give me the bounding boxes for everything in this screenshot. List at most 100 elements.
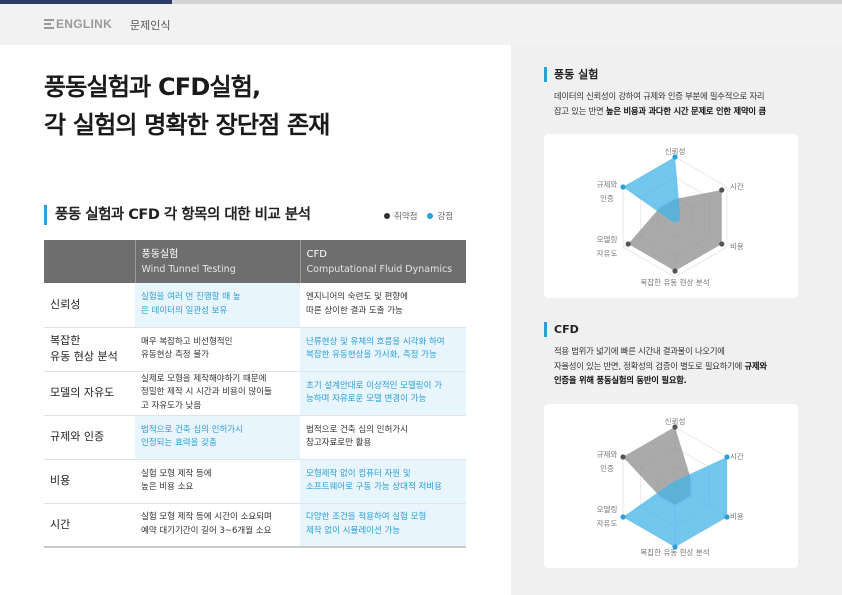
- wind-info-plain: 잡고 있는 반면: [554, 105, 606, 116]
- cfd-info-text: 적용 범위가 넓기에 빠른 시간내 결과물이 나오기에 자율성이 있는 반면, …: [554, 344, 806, 388]
- radar-label-regulation: 인증: [600, 463, 614, 473]
- cell-line: 법적으로 건축 심의 인허가시: [141, 424, 243, 435]
- strong-dot-icon: [427, 213, 434, 219]
- cfd-info-line-1: 적용 범위가 넓기에 빠른 시간내 결과물이 나오기에: [554, 346, 725, 356]
- table-row: 규제와 인증 법적으로 건축 심의 인허가시 인정되는 효력을 갖춤 법적으로 건…: [44, 415, 466, 460]
- wind-info-text: 데이터의 신뢰성이 강하여 규제와 인증 부분에 필수적으로 자리 잡고 있는 …: [554, 89, 806, 118]
- cfd-info-line-3: 인증을 위해 풍동실험의 동반이 필요함.: [554, 373, 806, 388]
- wind-info-line-1: 데이터의 신뢰성이 강하여 규제와 인증 부분에 필수적으로 자리: [554, 91, 765, 101]
- radar-weakness-point: [625, 241, 631, 247]
- cfd-cell: 엔지니어의 숙련도 및 편향에 따른 상이한 결과 도출 가능: [300, 283, 466, 328]
- cell-line: 다양한 조건을 적용하여 실험 모형: [306, 512, 427, 523]
- radar-label-cost: 비용: [730, 242, 744, 251]
- cell-line: 정밀한 제작 시 시간과 비용이 많이들: [141, 387, 272, 398]
- radar-strength-point: [672, 544, 678, 550]
- cell-line: 실험 모형 제작 등에 시간이 소요되며: [141, 512, 272, 523]
- radar-label-modeling: 모델링: [597, 504, 618, 514]
- radar-label-reliability: 신뢰성: [665, 147, 686, 156]
- radar-label-modeling: 모델링: [597, 234, 618, 244]
- row-label-line: 시간: [50, 517, 71, 531]
- cfd-cell: 모형제작 없이 컴퓨터 자원 및 소프트웨어로 구동 가능 상대적 저비용: [300, 459, 466, 504]
- wind-cell: 법적으로 건축 심의 인허가시 인정되는 효력을 갖춤: [135, 415, 300, 460]
- cell-line: 참고자료로만 활용: [306, 438, 372, 448]
- cfd-info-emphasis: 규제와: [744, 360, 767, 371]
- row-label: 모델의 자유도: [44, 371, 135, 416]
- top-accent-track: [172, 0, 842, 4]
- radar-weakness-point: [672, 268, 678, 274]
- brand-logo[interactable]: ENGLINK: [44, 17, 112, 31]
- radar-label-time: 시간: [730, 451, 744, 461]
- header-wind-title: 풍동실험: [141, 248, 179, 260]
- radar-label-cost: 비용: [730, 512, 744, 521]
- row-label-line: 신뢰성: [50, 297, 81, 311]
- legend-weak-label: 취약점: [394, 212, 418, 222]
- legend-strong: 강점: [427, 210, 453, 222]
- top-accent-bar: [0, 0, 172, 4]
- cell-line: 초기 설계안대로 이상적인 모델링이 가: [306, 380, 442, 391]
- brand-name: ENGLINK: [56, 17, 113, 31]
- table-row: 모델의 자유도 실제로 모형을 제작해야하기 때문에 정밀한 제작 시 시간과 비…: [44, 371, 466, 416]
- radar-label-regulation: 규제와: [597, 449, 618, 459]
- logo-mark-icon: [44, 19, 54, 29]
- wind-info-heading: 풍동 실험: [544, 67, 598, 82]
- legend-strong-label: 강점: [437, 212, 454, 222]
- cfd-cell: 다양한 조건을 적용하여 실험 모형 제작 없이 시뮬레이션 가능: [300, 503, 466, 548]
- header-cfd-subtitle: Computational Fluid Dynamics: [306, 263, 453, 275]
- page-title: 풍동실험과 CFD실험, 각 실험의 명확한 장단점 존재: [44, 68, 330, 144]
- wind-cell: 실제로 모형을 제작해야하기 때문에 정밀한 제작 시 시간과 비용이 많이들 고 …: [135, 371, 300, 416]
- weak-dot-icon: [384, 213, 390, 219]
- cfd-info-plain: 자율성이 있는 반면, 정확성의 검증이 별도로 필요하기에: [554, 360, 745, 371]
- radar-label-regulation: 인증: [600, 193, 614, 203]
- radar-weakness-point: [719, 187, 725, 193]
- radar-label-modeling: 자유도: [597, 249, 618, 258]
- row-label-line: 규제와 인증: [50, 430, 105, 443]
- cell-line: 능하며 자유로운 모델 변경이 가능: [306, 394, 427, 404]
- page-title-line-1: 풍동실험과 CFD실험,: [44, 73, 261, 101]
- radar-weakness-point: [620, 454, 626, 460]
- cell-line: 높은 비용 소요: [141, 482, 194, 492]
- cell-line: 고 자유도가 낮음: [141, 400, 202, 411]
- cell-line: 은 데이터의 일관성 보유: [141, 305, 228, 316]
- radar-strength-area: [623, 157, 681, 223]
- cell-line: 매우 복잡하고 비선형적인: [141, 336, 233, 347]
- radar-weakness-area: [628, 190, 722, 271]
- row-label: 시간: [44, 503, 135, 548]
- radar-strength-point: [620, 184, 626, 190]
- wind-info-line-2: 잡고 있는 반면 높은 비용과 과다한 시간 문제로 인한 제약이 큼: [554, 104, 806, 119]
- radar-strength-point: [724, 514, 730, 520]
- row-label-line: 복잡한: [50, 334, 81, 347]
- cell-line: 실험을 여러 번 진행할 때 높: [141, 292, 241, 303]
- radar-label-regulation: 규제와: [597, 179, 618, 189]
- header-wind-subtitle: Wind Tunnel Testing: [141, 263, 236, 275]
- header-wind: 풍동실험 Wind Tunnel Testing: [134, 240, 300, 283]
- cell-line: 난류현상 및 유체의 흐름을 시각화 하여: [306, 336, 445, 347]
- cfd-radar-card: 신뢰성 시간 비용 복잡한 유동 현상 분석 모델링 자유도 규제와 인증: [544, 404, 798, 568]
- cfd-info-heading: CFD: [544, 322, 579, 337]
- radar-label-reliability: 신뢰성: [665, 417, 686, 426]
- cfd-info-emphasis-2: 인증을 위해 풍동실험의 동반이 필요함.: [554, 375, 687, 385]
- row-label: 규제와 인증: [44, 415, 135, 460]
- cell-line: 법적으로 건축 심의 인허가시: [306, 424, 408, 435]
- cell-line: 모형제작 없이 컴퓨터 자원 및: [306, 468, 411, 479]
- table-header-row: 풍동실험 Wind Tunnel Testing CFD Computation…: [44, 240, 466, 283]
- radar-label-flow-analysis: 복잡한 유동 현상 분석: [640, 547, 709, 557]
- radar-strength-point: [724, 454, 730, 460]
- breadcrumb: 문제인식: [130, 19, 171, 32]
- radar-label-time: 시간: [730, 181, 744, 191]
- wind-radar-card: 신뢰성 시간 비용 복잡한 유동 현상 분석 모델링 자유도 규제와 인증: [544, 134, 798, 298]
- header-blank: [44, 240, 135, 283]
- wind-info-emphasis: 높은 비용과 과다한 시간 문제로 인한 제약이 큼: [605, 105, 766, 116]
- header-cfd: CFD Computational Fluid Dynamics: [299, 240, 466, 283]
- row-label-line: 유동 현상 분석: [50, 350, 118, 363]
- cell-line: 유동현상 측정 불가: [141, 350, 209, 360]
- cell-line: 복잡한 유동현상을 가시화, 측정 가능: [306, 350, 437, 360]
- cell-line: 예약 대기기간이 길어 3~6개월 소요: [141, 525, 272, 536]
